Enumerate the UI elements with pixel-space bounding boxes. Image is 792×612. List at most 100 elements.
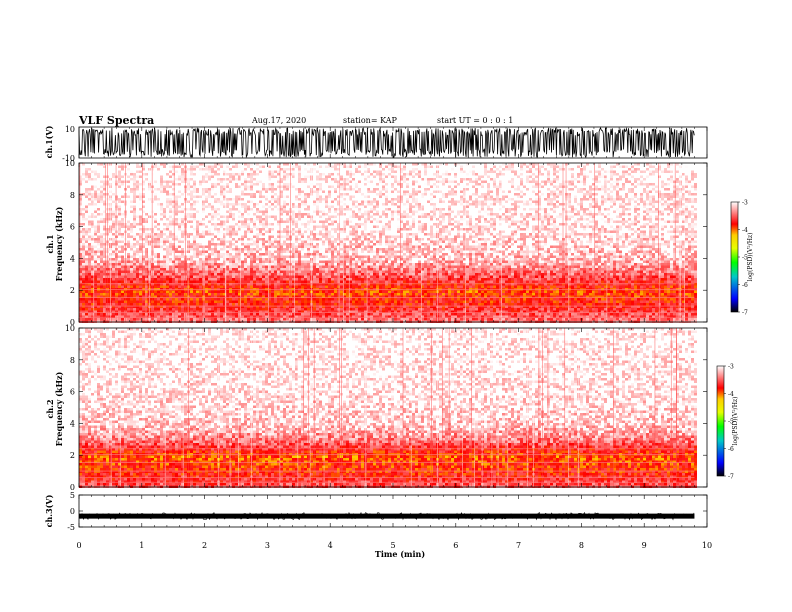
ch1-spectrogram-cell	[199, 175, 202, 178]
ch1-spectrogram-cell	[349, 180, 352, 183]
ch1-spectrogram-cell	[622, 205, 625, 208]
ch1-spectrogram-cell	[397, 190, 400, 193]
ch1-spectrogram-cell	[178, 220, 181, 223]
ch1-spectrogram-cell	[340, 230, 343, 233]
ch1-spectrogram-cell	[382, 168, 385, 171]
ch1-spectrogram-cell	[169, 235, 172, 238]
ch1-spectrogram-cell	[487, 213, 490, 216]
ch1-spectrogram-cell	[226, 240, 229, 243]
ch1-spectrogram-cell	[304, 180, 307, 183]
ch1-spectrogram-cell	[262, 243, 265, 246]
ch1-spectrogram-cell	[82, 223, 85, 226]
ch1-spectrogram-cell	[208, 168, 211, 171]
ch1-spectrogram-cell	[343, 183, 346, 186]
ch1-spectrogram-cell	[391, 213, 394, 216]
ch1-spectrogram-cell	[82, 245, 85, 248]
ch1-spectrogram-cell	[529, 188, 532, 191]
ch1-spectrogram-cell	[535, 198, 538, 201]
ch1-spectrogram-cell	[433, 240, 436, 243]
ch1-spectrogram-cell	[97, 163, 100, 166]
ch1-spectrogram-cell	[343, 223, 346, 226]
ch1-spectrogram-cell	[361, 235, 364, 238]
ch1-spectrogram-cell	[490, 183, 493, 186]
ch1-spectrogram-cell	[343, 245, 346, 248]
ch1-spectrogram-cell	[538, 200, 541, 203]
ch1-spectrogram-cell	[220, 165, 223, 168]
ch1-spectrogram-cell	[394, 240, 397, 243]
ch1-spectrogram-cell	[571, 220, 574, 223]
ch1-spectrogram-cell	[469, 195, 472, 198]
ch1-spectrogram-cell	[640, 175, 643, 178]
ch1-spectrogram-cell	[688, 180, 691, 183]
ch1-spectrogram-cell	[304, 228, 307, 231]
ch1-spectrogram-cell	[526, 205, 529, 208]
ch1-spectrogram-cell	[604, 220, 607, 223]
ch1-spectrogram-cell	[226, 205, 229, 208]
ch1-spectrogram-cell	[508, 230, 511, 233]
ch1-spectrogram-cell	[463, 230, 466, 233]
ch1-spectrogram-cell	[259, 228, 262, 231]
ch1-spectrogram-cell	[88, 215, 91, 218]
ch1-spectrogram-cell	[610, 168, 613, 171]
ch1-spectrogram-cell	[619, 210, 622, 213]
ch1-spectrogram-cell	[496, 173, 499, 176]
ch1-spectrogram-cell	[241, 188, 244, 191]
ch1-spectrogram-cell	[520, 233, 523, 236]
ch1-spectrogram-cell	[379, 195, 382, 198]
ch1-spectrogram-cell	[430, 208, 433, 211]
ch1-spectrogram-cell	[79, 213, 82, 216]
ch1-spectrogram-cell	[616, 233, 619, 236]
ch1-spectrogram-cell	[421, 233, 424, 236]
ch1-spectrogram-cell	[196, 245, 199, 248]
ch1-spectrogram-cell	[340, 235, 343, 238]
ch1-spectrogram-cell	[403, 220, 406, 223]
ch1-spectrogram-cell	[160, 203, 163, 206]
ch1-spectrogram-cell	[247, 238, 250, 241]
ch1-spectrogram-cell	[691, 223, 694, 226]
ch1-spectrogram-cell	[652, 178, 655, 181]
ch1-spectrogram-cell	[100, 198, 103, 201]
ch1-spectrogram-cell	[622, 185, 625, 188]
ch1-spectrogram-cell	[238, 185, 241, 188]
ch1-spectrogram-cell	[115, 195, 118, 198]
ch1-spectrogram-cell	[535, 215, 538, 218]
ch1-spectrogram-cell	[187, 233, 190, 236]
ch1-spectrogram-cell	[151, 245, 154, 248]
ch1-spectrogram-cell	[487, 228, 490, 231]
ch1-spectrogram-cell	[478, 225, 481, 228]
ch1-spectrogram-cell	[406, 193, 409, 196]
ch1-spectrogram-cell	[466, 205, 469, 208]
ch1-spectrogram-cell	[328, 215, 331, 218]
ch1-spectrogram-cell	[190, 180, 193, 183]
ch1-spectrogram-cell	[466, 215, 469, 218]
ch1-spectrogram-cell	[238, 175, 241, 178]
ch1-spectrogram-cell	[256, 210, 259, 213]
ch1-spectrogram-cell	[565, 190, 568, 193]
ch1-spectrogram-cell	[337, 228, 340, 231]
ch1-spectrogram-cell	[370, 245, 373, 248]
ch1-spectrogram-cell	[340, 175, 343, 178]
ch1-spectrogram-cell	[130, 210, 133, 213]
ch1-spectrogram-cell	[487, 175, 490, 178]
ch1-spectrogram-cell	[445, 245, 448, 248]
ch1-spectrogram-cell	[202, 185, 205, 188]
ch1-spectrogram-cell	[514, 205, 517, 208]
ch1-spectrogram-cell	[247, 173, 250, 176]
ch1-spectrogram-cell	[82, 208, 85, 211]
ch1-spectrogram-cell	[259, 163, 262, 166]
ch1-spectrogram-cell	[334, 233, 337, 236]
ch1-spectrogram-cell	[250, 228, 253, 231]
ch1-spectrogram-cell	[271, 185, 274, 188]
ch1-spectrogram-cell	[661, 235, 664, 238]
ch1-spectrogram-cell	[601, 208, 604, 211]
ch1-spectrogram-cell	[451, 228, 454, 231]
ch1-spectrogram-cell	[292, 178, 295, 181]
ch1-spectrogram-cell	[493, 225, 496, 228]
ch1-spectrogram-cell	[370, 210, 373, 213]
ch1-spectrogram-cell	[424, 243, 427, 246]
ch1-spectrogram-cell	[139, 225, 142, 228]
ch1-spectrogram-cell	[394, 193, 397, 196]
ch1-spectrogram-cell	[250, 198, 253, 201]
ch1-spectrogram-cell	[412, 233, 415, 236]
ch1-spectrogram-cell	[157, 200, 160, 203]
